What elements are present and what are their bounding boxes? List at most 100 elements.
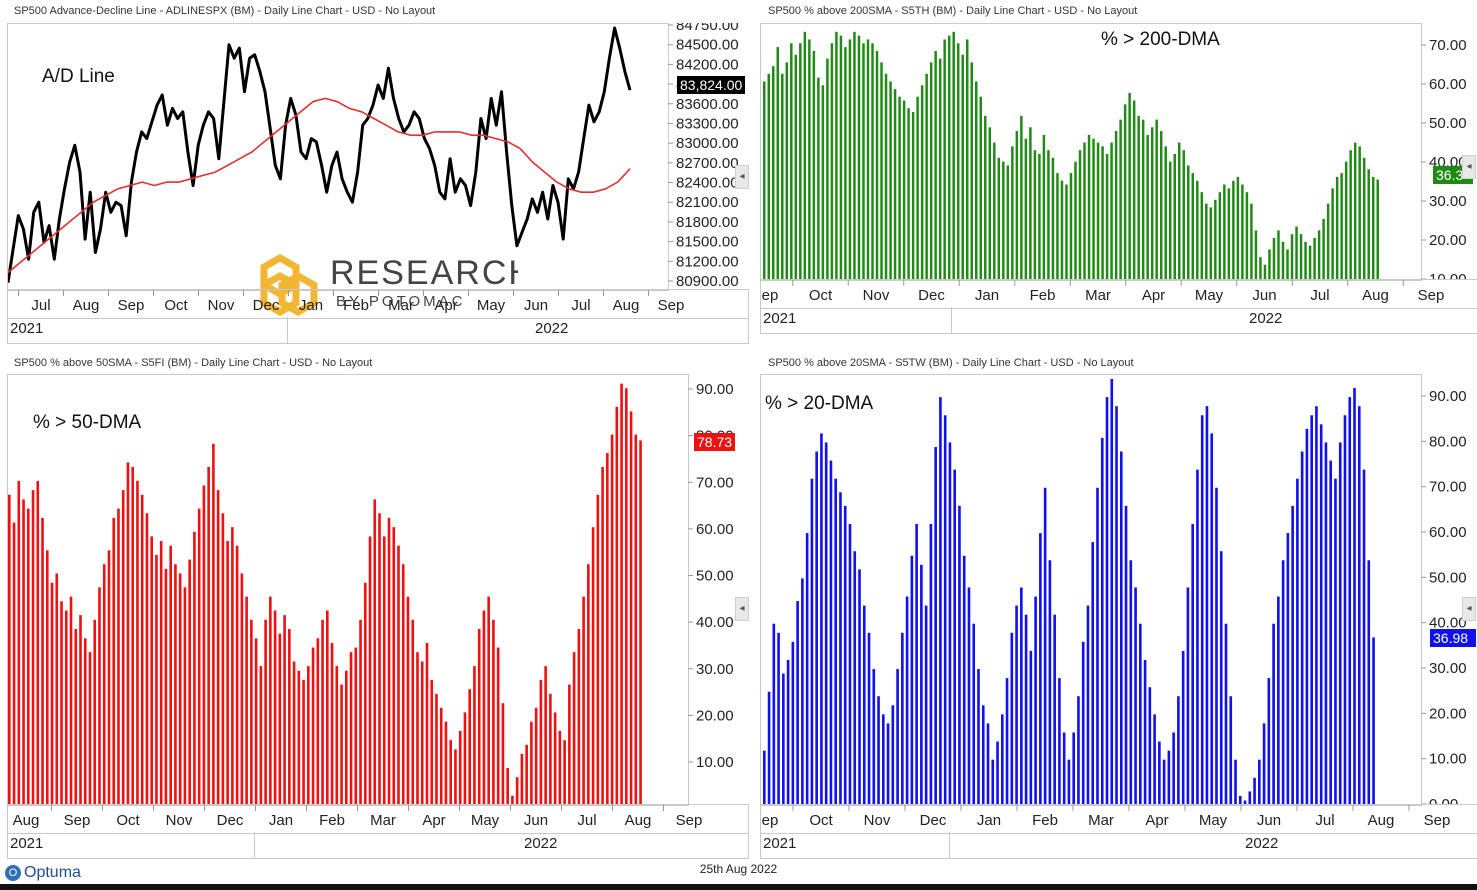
x-tick-label: Aug bbox=[13, 812, 40, 829]
scroll-left-arrow[interactable]: ◂ bbox=[735, 165, 749, 189]
bar bbox=[340, 684, 343, 805]
bar bbox=[1286, 249, 1289, 280]
bar bbox=[60, 601, 63, 805]
bar bbox=[1353, 142, 1357, 280]
x-tick-label: Oct bbox=[116, 812, 140, 829]
bar bbox=[150, 536, 153, 805]
bar bbox=[610, 434, 614, 805]
x-tick-label: Dec bbox=[918, 287, 945, 304]
bar bbox=[193, 531, 196, 805]
y-tick-label: 40.00 bbox=[1429, 615, 1467, 632]
bar bbox=[1229, 696, 1233, 805]
x-tick-label: Aug bbox=[1368, 812, 1395, 829]
bar bbox=[920, 564, 923, 805]
bar bbox=[1272, 238, 1276, 280]
bar bbox=[492, 619, 495, 805]
bar bbox=[1124, 505, 1128, 805]
y-axis: 84750.0084500.0084200.0083900.0083600.00… bbox=[668, 17, 748, 290]
bar bbox=[891, 705, 895, 805]
x-tick-label: Jul bbox=[1315, 812, 1334, 829]
bar bbox=[1259, 257, 1262, 280]
bar bbox=[373, 499, 377, 805]
bar bbox=[620, 383, 623, 805]
y-tick-label: 84500.00 bbox=[676, 37, 739, 54]
bar bbox=[862, 43, 865, 280]
bar bbox=[1100, 437, 1104, 805]
y-tick-label: 30.00 bbox=[1429, 660, 1467, 677]
bar bbox=[1167, 750, 1171, 805]
bar bbox=[359, 619, 362, 805]
bar bbox=[534, 707, 538, 805]
year-label: 2022 bbox=[1249, 310, 1283, 327]
bar bbox=[273, 610, 277, 805]
y-tick-label: 20.00 bbox=[1429, 705, 1467, 722]
bar bbox=[197, 508, 201, 805]
year-label: 2021 bbox=[763, 310, 797, 327]
scroll-left-arrow[interactable]: ◂ bbox=[735, 597, 749, 621]
bar bbox=[786, 659, 790, 805]
x-axis: Sep Oct Nov Dec Jan Feb Mar Apr May Jun Jul Aug Sep bbox=[736, 279, 1477, 309]
bar bbox=[1119, 451, 1123, 805]
bar bbox=[1315, 406, 1318, 805]
chart-annotation: % > 20-DMA bbox=[765, 393, 874, 414]
chart-title: SP500 % above 50SMA - S5FI (BM) - Daily … bbox=[14, 357, 373, 369]
plot-area[interactable]: % > 20-DMA bbox=[760, 374, 1422, 806]
y-tick-label: 40.00 bbox=[696, 614, 734, 631]
bar bbox=[1281, 241, 1285, 280]
bar bbox=[207, 466, 210, 805]
y-tick-label: 84750.00 bbox=[676, 23, 739, 34]
bar bbox=[1033, 150, 1037, 280]
bar bbox=[1258, 759, 1261, 805]
bar bbox=[606, 453, 609, 805]
bar bbox=[1101, 146, 1104, 280]
bar bbox=[1153, 714, 1156, 805]
bar bbox=[1232, 180, 1235, 280]
x-tick-label: Nov bbox=[864, 812, 891, 829]
bar bbox=[1158, 741, 1161, 805]
bar bbox=[877, 696, 880, 805]
x-tick-label: Sep bbox=[676, 812, 703, 829]
bar bbox=[50, 582, 54, 805]
x-axis-svg: Jul Aug Sep Oct Nov Dec Jan Feb Mar Apr May Jun Jul A… bbox=[18, 290, 684, 314]
bar bbox=[1296, 478, 1299, 805]
bar bbox=[615, 406, 619, 805]
x-tick-label: Feb bbox=[1032, 812, 1058, 829]
bar bbox=[975, 81, 978, 280]
x-tick-label: Oct bbox=[164, 297, 188, 314]
x-tick-label: Apr bbox=[1145, 812, 1168, 829]
bar bbox=[1308, 245, 1312, 280]
y-tick-label: 82100.00 bbox=[676, 194, 739, 211]
bar bbox=[947, 35, 951, 280]
plot-area[interactable]: % > 50-DMA bbox=[7, 374, 689, 806]
bar bbox=[449, 740, 453, 805]
bar bbox=[544, 666, 547, 805]
y-tick-label: 70.00 bbox=[1429, 479, 1467, 496]
plot-area[interactable]: A/D Line RESEARCH BY POTOMAC bbox=[6, 23, 669, 317]
x-tick-label: Feb bbox=[343, 297, 369, 314]
bar bbox=[112, 517, 116, 805]
research-by-potomac-watermark: RESEARCH BY POTOMAC bbox=[258, 250, 533, 317]
bar bbox=[984, 115, 987, 281]
bar bbox=[93, 619, 97, 805]
plot-area[interactable]: % > 200-DMA bbox=[760, 23, 1422, 281]
bar bbox=[843, 505, 847, 805]
bar bbox=[1340, 173, 1343, 280]
scroll-left-arrow[interactable]: ◂ bbox=[1462, 155, 1476, 179]
bar bbox=[1196, 180, 1199, 280]
bar bbox=[967, 587, 971, 805]
bar bbox=[1367, 560, 1371, 805]
bar bbox=[767, 691, 771, 805]
bar bbox=[1115, 406, 1118, 805]
bar bbox=[785, 62, 789, 281]
bar bbox=[1263, 264, 1267, 280]
y-tick-label: 81500.00 bbox=[676, 234, 739, 251]
bar bbox=[1015, 131, 1019, 280]
bar bbox=[782, 673, 785, 805]
bar bbox=[1234, 759, 1237, 805]
bar bbox=[929, 524, 933, 805]
bar bbox=[1358, 146, 1361, 280]
scroll-left-arrow[interactable]: ◂ bbox=[1462, 597, 1476, 621]
bar bbox=[853, 551, 857, 805]
bar bbox=[1128, 92, 1131, 280]
